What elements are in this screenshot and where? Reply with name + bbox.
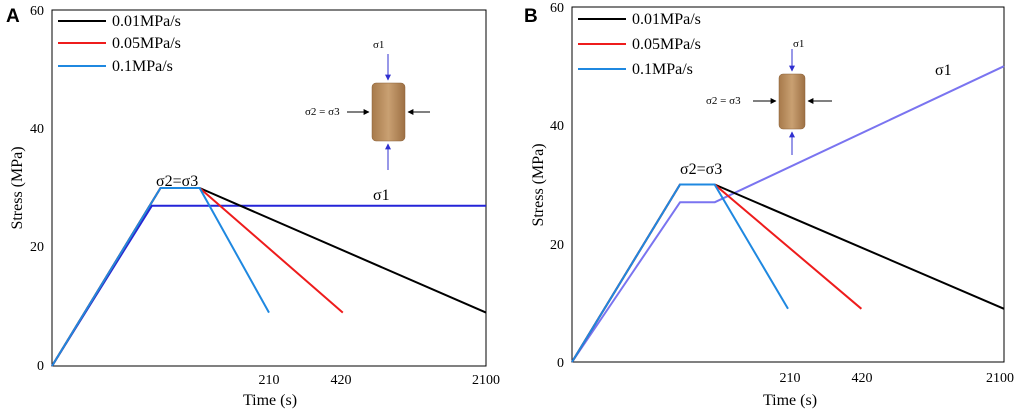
legend: 0.01MPa/s 0.05MPa/s 0.1MPa/s: [58, 13, 181, 75]
inset-sigma23-label: σ2 = σ3: [305, 106, 340, 118]
legend-label: 0.05MPa/s: [632, 36, 701, 53]
legend-label: 0.1MPa/s: [632, 61, 693, 78]
panel-a: A 0 20 40 60 210 420 2100 Time (s) Stres…: [6, 4, 500, 409]
x-tick-label: 420: [852, 371, 873, 386]
axial-stress-label: σ1: [935, 62, 952, 79]
y-tick-label: 20: [550, 238, 564, 253]
series-line-0-01mpa-s: [571, 183, 1005, 363]
x-axis-label: Time (s): [243, 392, 297, 409]
y-tick-label: 40: [550, 119, 564, 134]
y-tick-labels: 0 20 40 60: [550, 1, 564, 371]
x-tick-labels: 210 420 2100: [780, 371, 1015, 386]
panel-label: A: [6, 6, 20, 27]
panel-label: B: [524, 6, 538, 27]
series-line-0-05mpa-s: [51, 187, 344, 367]
x-tick-label: 210: [259, 373, 280, 388]
series-line-0-05mpa-s: [571, 183, 863, 363]
legend-label: 0.05MPa/s: [112, 35, 181, 52]
series-line-0-1mpa-s: [571, 183, 789, 363]
series-layer: [571, 65, 1005, 363]
series-line-0-01mpa-s: [51, 187, 487, 367]
x-axis-label: Time (s): [763, 392, 817, 409]
legend-label: 0.01MPa/s: [632, 11, 701, 28]
rock-specimen: [778, 73, 806, 130]
plot-frame: [571, 6, 1005, 363]
legend-label: 0.1MPa/s: [112, 58, 173, 75]
x-tick-label: 2100: [986, 371, 1014, 386]
y-tick-labels: 0 20 40 60: [30, 4, 44, 374]
series-line-1: [571, 65, 1005, 363]
series-line-1: [51, 204, 486, 367]
y-axis-label: Stress (MPa): [530, 143, 547, 226]
x-tick-labels: 210 420 2100: [259, 373, 501, 388]
y-axis-label: Stress (MPa): [9, 146, 26, 229]
confining-stress-label: σ2=σ3: [680, 161, 722, 178]
inset-sigma23-label: σ2 = σ3: [706, 95, 741, 107]
y-tick-label: 60: [30, 4, 44, 19]
inset-sigma1-label: σ1: [793, 38, 804, 50]
x-tick-label: 2100: [472, 373, 500, 388]
y-tick-label: 0: [37, 359, 44, 374]
series-line-0-1mpa-s: [51, 187, 270, 367]
specimen-inset: σ1 σ2 = σ3: [305, 39, 430, 170]
y-tick-label: 20: [30, 240, 44, 255]
y-tick-label: 40: [30, 122, 44, 137]
series-layer: [51, 187, 487, 367]
plot-frame: [51, 9, 487, 367]
legend: 0.01MPa/s 0.05MPa/s 0.1MPa/s: [578, 11, 701, 78]
specimen-inset: σ1 σ2 = σ3: [706, 38, 832, 155]
axial-stress-label: σ1: [373, 187, 390, 204]
panel-b: B 0 20 40 60 210 420 2100 Time (s) Stres…: [524, 1, 1014, 409]
rock-specimen: [371, 82, 406, 142]
confining-stress-label: σ2=σ3: [156, 173, 198, 190]
inset-sigma1-label: σ1: [373, 39, 384, 51]
y-tick-label: 60: [550, 1, 564, 16]
x-tick-label: 420: [331, 373, 352, 388]
y-tick-label: 0: [557, 356, 564, 371]
legend-label: 0.01MPa/s: [112, 13, 181, 30]
x-tick-label: 210: [780, 371, 801, 386]
